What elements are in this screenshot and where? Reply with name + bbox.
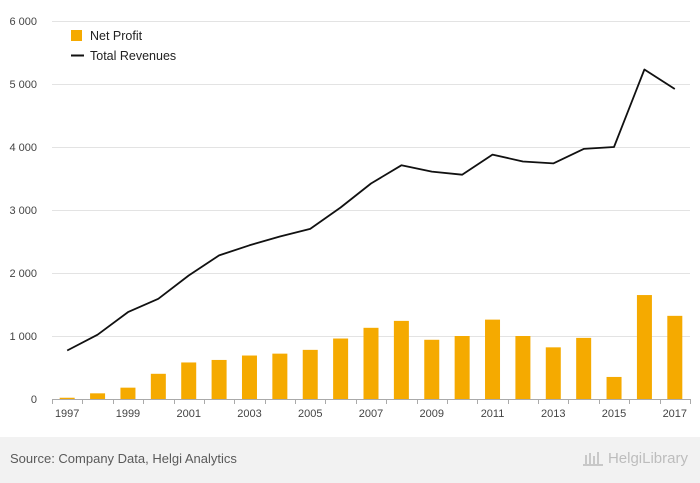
brand-name: HelgiLibrary [607, 449, 688, 467]
bar-net-profit [667, 315, 683, 399]
x-tick-label: 2007 [359, 408, 383, 420]
x-tick-label: 2015 [602, 408, 626, 420]
bar-net-profit [393, 320, 409, 399]
bar-net-profit [424, 339, 440, 399]
bar-net-profit [485, 319, 501, 399]
legend-label-net-profit: Net Profit [90, 29, 143, 43]
x-tick-label: 2001 [176, 408, 200, 420]
x-tick-label: 2011 [481, 408, 505, 420]
y-tick-label: 4 000 [9, 142, 37, 154]
bar-net-profit [120, 387, 136, 399]
bar-net-profit [59, 397, 75, 399]
y-tick-label: 3 000 [9, 205, 37, 217]
bar-net-profit [302, 349, 318, 399]
x-tick-label: 2013 [541, 408, 565, 420]
library-icon [582, 452, 603, 466]
x-axis: 1997 1999 2001 2003 2005 2007 2009 2011 2013 2015… [52, 399, 691, 420]
x-tick-label: 2003 [237, 408, 261, 420]
y-tick-label: 0 [31, 394, 37, 406]
bar-net-profit [545, 347, 561, 399]
bar-net-profit [241, 355, 257, 399]
bar-net-profit [181, 362, 197, 399]
grid-lines [52, 21, 690, 337]
legend-swatch-net-profit [71, 30, 82, 41]
chart: 0 1 000 2 000 3 000 4 000 5 000 6 000 1997 1999… [9, 16, 691, 420]
line-total-revenues [66, 68, 676, 352]
bar-net-profit [515, 336, 531, 399]
y-tick-label: 6 000 [9, 16, 37, 28]
total-revenues-line-group [66, 68, 676, 352]
x-tick-label: 1997 [55, 408, 79, 420]
bar-net-profit [333, 338, 349, 399]
bar-net-profit [636, 295, 652, 399]
bar-net-profit [576, 337, 592, 399]
y-tick-label: 2 000 [9, 268, 37, 280]
brand-logo: HelgiLibrary [582, 449, 688, 467]
legend-label-total-revenues: Total Revenues [90, 49, 176, 63]
bar-net-profit [150, 373, 166, 399]
x-tick-label: 2005 [298, 408, 322, 420]
y-tick-label: 5 000 [9, 79, 37, 91]
bar-net-profit [454, 336, 470, 399]
x-tick-label: 2017 [663, 408, 687, 420]
source-note: Source: Company Data, Helgi Analytics [10, 451, 237, 466]
legend: Net Profit Total Revenues [71, 29, 176, 63]
y-axis-ticks: 0 1 000 2 000 3 000 4 000 5 000 6 000 [9, 16, 37, 406]
net-profit-bars [59, 295, 683, 399]
bar-net-profit [272, 353, 288, 399]
x-tick-label: 1999 [116, 408, 140, 420]
bar-net-profit [90, 393, 106, 399]
y-tick-label: 1 000 [9, 331, 37, 343]
footer: Source: Company Data, Helgi Analytics He… [0, 437, 700, 483]
bar-net-profit [363, 327, 379, 399]
x-tick-label: 2009 [420, 408, 444, 420]
bar-net-profit [606, 376, 622, 399]
bar-net-profit [211, 359, 227, 399]
